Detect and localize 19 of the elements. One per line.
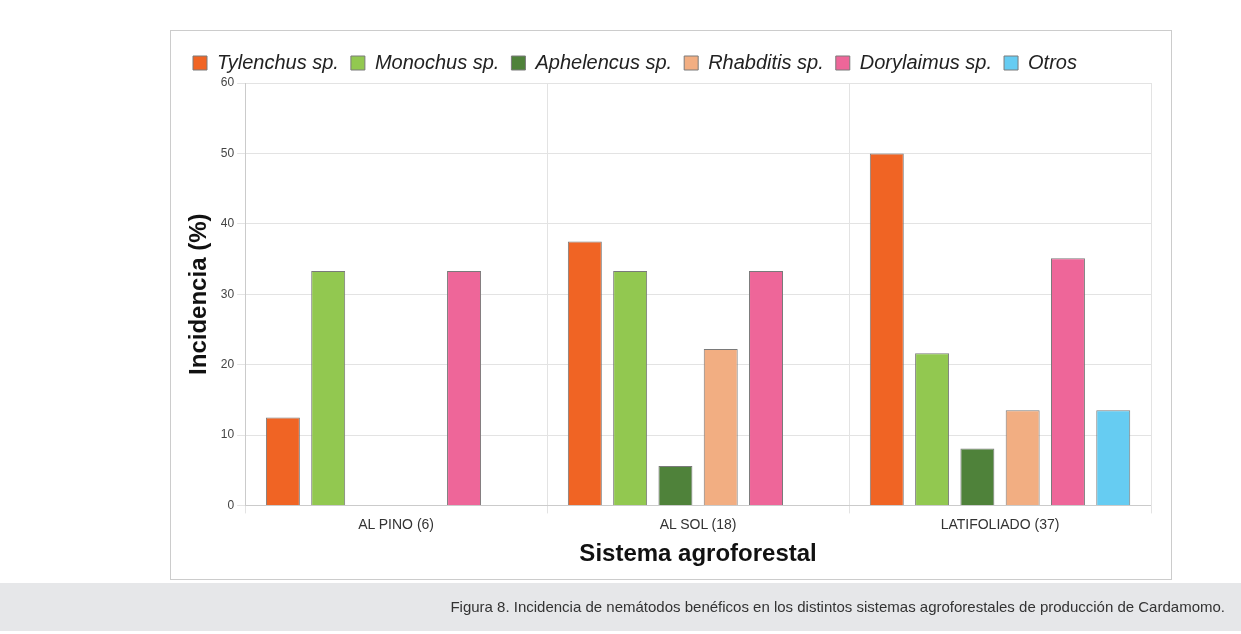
y-tick-label: 50 bbox=[220, 145, 235, 160]
x-axis-title: Sistema agroforestal bbox=[579, 539, 817, 567]
x-tick-label: AL PINO (6) bbox=[358, 515, 434, 532]
legend-label: Tylenchus sp. bbox=[217, 50, 339, 73]
y-axis-title: Incidencia (%) bbox=[184, 213, 212, 375]
legend-label: Aphelencus sp. bbox=[534, 50, 673, 73]
y-tick-label: 60 bbox=[220, 75, 235, 90]
x-tick-label: AL SOL (18) bbox=[659, 515, 737, 532]
x-tick-label: LATIFOLIADO (37) bbox=[940, 515, 1060, 532]
legend-label: Monochus sp. bbox=[374, 50, 500, 73]
y-tick-label: 0 bbox=[227, 497, 235, 512]
legend-label: Dorylaimus sp. bbox=[859, 50, 993, 73]
text: Figura 8. Incidencia de nemátodos benéficos en los distintos sistemas agroforestales de producción de Cardamomo. bbox=[450, 598, 1225, 615]
legend-label: Otros bbox=[1028, 50, 1077, 73]
y-tick-label: 20 bbox=[220, 356, 235, 371]
legend-label: Rhabditis sp. bbox=[708, 50, 824, 73]
y-tick-label: 40 bbox=[220, 216, 235, 231]
y-tick-label: 10 bbox=[220, 427, 235, 442]
y-tick-label: 30 bbox=[220, 286, 235, 301]
